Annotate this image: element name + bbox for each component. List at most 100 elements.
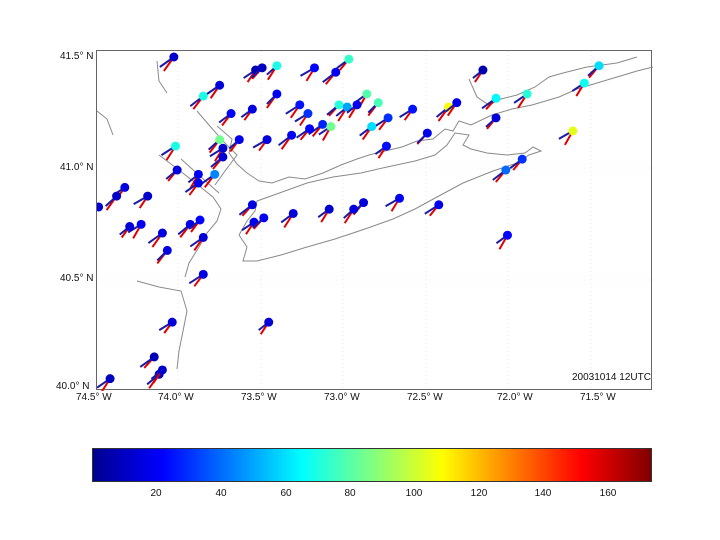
station-dot xyxy=(158,365,167,374)
lon-label-73-5: 73.5° W xyxy=(241,392,277,403)
station-dot xyxy=(303,109,312,118)
station-dot xyxy=(143,192,152,201)
station-marker[interactable] xyxy=(323,68,341,85)
station-dot xyxy=(374,98,383,107)
station-marker[interactable] xyxy=(267,89,282,108)
lon-label-72-0: 72.0° W xyxy=(497,392,533,403)
station-dot xyxy=(264,318,273,327)
station-marker[interactable] xyxy=(279,131,297,150)
station-dot xyxy=(235,135,244,144)
station-marker[interactable] xyxy=(297,124,315,140)
station-dot xyxy=(331,68,340,77)
station-dot xyxy=(349,205,358,214)
station-marker[interactable] xyxy=(295,109,313,126)
station-dot xyxy=(367,122,376,131)
station-marker[interactable] xyxy=(473,66,488,83)
station-marker[interactable] xyxy=(375,142,391,159)
station-marker[interactable] xyxy=(253,135,272,151)
station-marker[interactable] xyxy=(327,100,344,116)
lon-label-74-0: 74.0° W xyxy=(158,392,194,403)
station-marker[interactable] xyxy=(344,205,359,224)
station-dot xyxy=(580,79,589,88)
station-layer xyxy=(97,53,604,392)
station-marker[interactable] xyxy=(360,122,377,139)
station-dot xyxy=(210,170,219,179)
lon-label-71-5: 71.5° W xyxy=(580,392,616,403)
station-marker[interactable] xyxy=(157,246,172,264)
station-marker[interactable] xyxy=(148,229,167,248)
station-dot xyxy=(215,81,224,90)
station-dot xyxy=(318,120,327,129)
map-canvas[interactable] xyxy=(97,51,653,391)
station-marker[interactable] xyxy=(97,202,103,220)
station-dot xyxy=(408,105,417,114)
station-marker[interactable] xyxy=(159,318,177,334)
station-marker[interactable] xyxy=(286,100,305,118)
station-marker[interactable] xyxy=(559,126,578,145)
station-dot xyxy=(287,131,296,140)
station-dot xyxy=(112,192,121,201)
station-marker[interactable] xyxy=(166,166,182,182)
station-marker[interactable] xyxy=(189,270,208,287)
station-dot xyxy=(295,100,304,109)
lat-label-41-5: 41.5° N xyxy=(60,51,93,62)
station-marker[interactable] xyxy=(106,192,122,211)
station-dot xyxy=(227,109,236,118)
lon-label-74-5: 74.5° W xyxy=(76,392,112,403)
station-marker[interactable] xyxy=(374,113,393,130)
station-marker[interactable] xyxy=(219,109,236,126)
station-dot xyxy=(150,352,159,361)
station-dot xyxy=(325,205,334,214)
station-marker[interactable] xyxy=(134,192,153,209)
station-dot xyxy=(173,166,182,175)
station-dot xyxy=(169,53,178,62)
station-marker[interactable] xyxy=(588,61,604,77)
colorbar-tick-100: 100 xyxy=(406,488,423,499)
station-marker[interactable] xyxy=(368,98,383,116)
station-marker[interactable] xyxy=(207,81,225,99)
station-marker[interactable] xyxy=(318,205,334,223)
station-dot xyxy=(199,92,208,101)
station-dot xyxy=(362,89,371,98)
lon-label-72-5: 72.5° W xyxy=(407,392,443,403)
station-marker[interactable] xyxy=(482,94,501,110)
station-marker[interactable] xyxy=(239,200,257,216)
station-marker[interactable] xyxy=(160,53,179,72)
station-dot xyxy=(344,55,353,64)
station-marker[interactable] xyxy=(281,209,298,228)
lat-label-40-0: 40.0° N xyxy=(56,381,89,392)
station-marker[interactable] xyxy=(161,142,180,161)
station-marker[interactable] xyxy=(120,222,135,238)
station-marker[interactable] xyxy=(510,155,527,171)
station-marker[interactable] xyxy=(486,113,501,129)
station-dot xyxy=(168,318,177,327)
station-marker[interactable] xyxy=(417,129,432,145)
station-marker[interactable] xyxy=(190,92,208,110)
station-marker[interactable] xyxy=(400,105,418,121)
lon-label-73-0: 73.0° W xyxy=(324,392,360,403)
lat-label-40-5: 40.5° N xyxy=(60,273,93,284)
station-dot xyxy=(196,216,205,225)
station-marker[interactable] xyxy=(140,352,159,368)
station-dot xyxy=(434,200,443,209)
station-marker[interactable] xyxy=(572,79,589,97)
station-marker[interactable] xyxy=(178,220,195,238)
station-marker[interactable] xyxy=(496,231,512,250)
station-dot xyxy=(125,222,134,231)
station-marker[interactable] xyxy=(97,374,115,391)
station-marker[interactable] xyxy=(386,194,405,212)
station-marker[interactable] xyxy=(300,63,319,81)
station-dot xyxy=(503,231,512,240)
colorbar-tick-140: 140 xyxy=(535,488,552,499)
station-dot xyxy=(215,135,224,144)
station-dot xyxy=(137,220,146,229)
station-dot xyxy=(272,61,281,70)
station-marker[interactable] xyxy=(241,105,257,121)
station-marker[interactable] xyxy=(337,55,354,71)
station-dot xyxy=(359,198,368,207)
station-dot xyxy=(501,166,510,175)
station-dot xyxy=(194,170,203,179)
colorbar-tick-40: 40 xyxy=(215,488,226,499)
station-dot xyxy=(259,213,268,222)
station-marker[interactable] xyxy=(267,61,282,79)
